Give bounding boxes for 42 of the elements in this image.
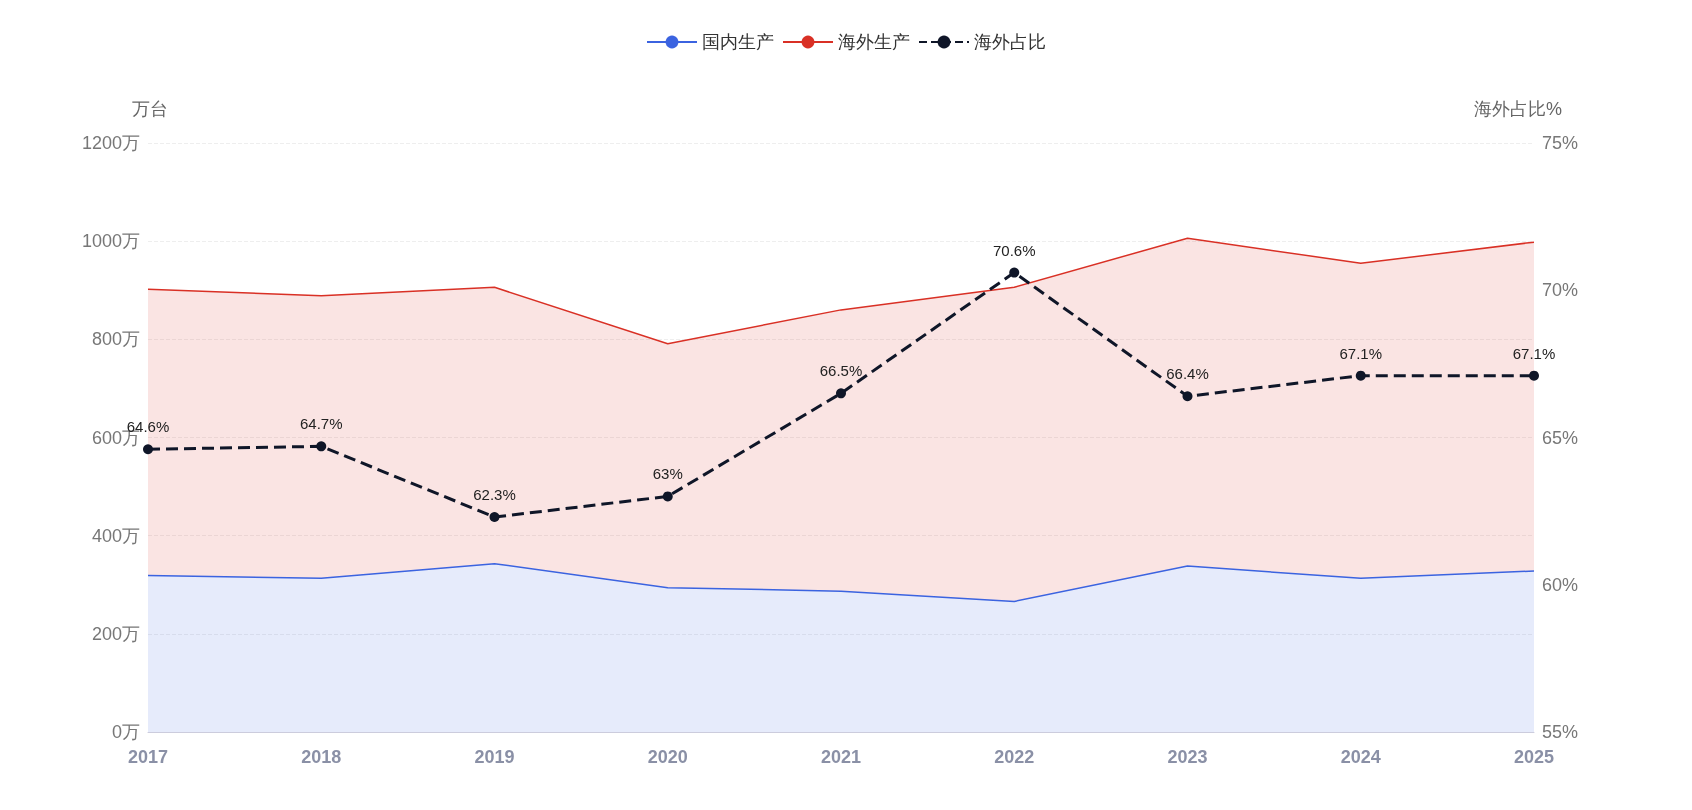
- point: [1529, 370, 1539, 381]
- legend-label: 海外占比: [974, 32, 1046, 52]
- y2-tick-label: 55%: [1542, 722, 1579, 742]
- point: [489, 512, 500, 523]
- y2-tick-label: 65%: [1542, 427, 1579, 448]
- data-label: 66.4%: [1166, 365, 1209, 383]
- x-tick-label: 2017: [127, 747, 169, 767]
- x-tick-label: 2021: [820, 747, 862, 767]
- y2-tick-label: 75%: [1542, 133, 1579, 153]
- y-tick-label: 800万: [91, 329, 140, 350]
- x-tick-label: 2018: [301, 747, 342, 767]
- legend-label: 国内生产: [702, 32, 774, 52]
- x-tick-label: 2022: [994, 747, 1035, 767]
- y2-tick-label: 60%: [1542, 574, 1579, 595]
- x-tick-label: 2025: [1513, 747, 1555, 767]
- x-tick-label: 2020: [647, 747, 688, 767]
- point: [662, 491, 673, 502]
- y2-tick-label: 70%: [1542, 280, 1579, 301]
- data-label: 67.1%: [1512, 344, 1556, 362]
- y-tick-label: 200万: [91, 623, 140, 644]
- x-tick-label: 2023: [1167, 747, 1208, 767]
- point: [143, 444, 153, 455]
- data-label: 70.6%: [992, 241, 1036, 259]
- data-label: 67.1%: [1339, 344, 1383, 362]
- y-tick-label: 1200万: [81, 133, 140, 153]
- y-tick-label: 400万: [91, 525, 140, 546]
- legend-label: 海外生产: [838, 32, 910, 52]
- point: [836, 388, 846, 399]
- y-tick-label: 1000万: [81, 231, 140, 252]
- point: [316, 441, 327, 452]
- y2-axis-title: 海外占比%: [1474, 99, 1563, 119]
- data-label: 62.3%: [473, 486, 516, 504]
- data-label: 64.7%: [299, 415, 343, 433]
- y-axis-title: 万台: [132, 99, 168, 119]
- point: [1182, 391, 1193, 402]
- y-tick-label: 0万: [111, 722, 140, 742]
- data-label: 63%: [652, 465, 683, 483]
- x-tick-label: 2019: [474, 747, 515, 767]
- data-label: 66.5%: [819, 362, 863, 380]
- point: [1009, 267, 1020, 278]
- point: [1355, 370, 1366, 381]
- x-tick-label: 2024: [1340, 747, 1381, 767]
